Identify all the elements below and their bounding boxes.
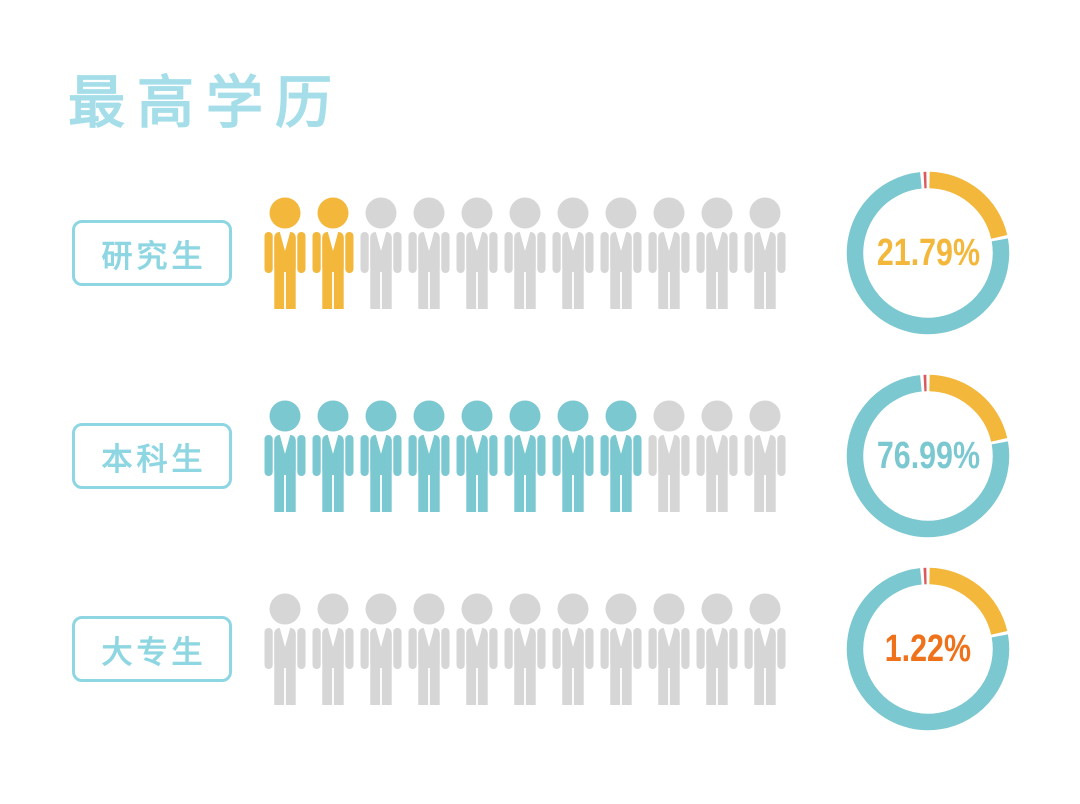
person-icon: [647, 197, 691, 309]
person-icon: [455, 400, 499, 512]
person-icon: [695, 197, 739, 309]
person-icon: [551, 197, 595, 309]
person-icon: [311, 197, 355, 309]
category-label-box: 大专生: [72, 616, 232, 682]
percentage-text: 21.79%: [876, 231, 980, 274]
person-icon: [455, 197, 499, 309]
person-icon: [503, 197, 547, 309]
pictogram-unit-chart: [263, 197, 787, 309]
person-icon: [695, 593, 739, 705]
person-icon: [647, 400, 691, 512]
person-icon: [743, 400, 787, 512]
pictogram-unit-chart: [263, 593, 787, 705]
donut-chart: 21.79%: [846, 171, 1010, 335]
person-icon: [455, 593, 499, 705]
person-icon: [551, 400, 595, 512]
person-icon: [503, 400, 547, 512]
person-icon: [359, 197, 403, 309]
donut-chart: 76.99%: [846, 374, 1010, 538]
education-row-2: 大专生 1.22%: [0, 567, 1080, 731]
person-icon: [743, 197, 787, 309]
percentage-value: 76.99%: [846, 374, 1010, 538]
person-icon: [599, 593, 643, 705]
person-icon: [599, 197, 643, 309]
category-label: 大专生: [101, 634, 207, 670]
page-title: 最高学历: [68, 71, 344, 135]
person-icon: [695, 400, 739, 512]
person-icon: [311, 400, 355, 512]
person-icon: [407, 197, 451, 309]
person-icon: [263, 197, 307, 309]
person-icon: [647, 593, 691, 705]
donut-chart: 1.22%: [846, 567, 1010, 731]
person-icon: [263, 400, 307, 512]
person-icon: [359, 400, 403, 512]
person-icon: [743, 593, 787, 705]
person-icon: [263, 593, 307, 705]
percentage-value: 21.79%: [846, 171, 1010, 335]
category-label-box: 研究生: [72, 220, 232, 286]
percentage-value: 1.22%: [846, 567, 1010, 731]
percentage-text: 76.99%: [876, 434, 980, 477]
person-icon: [551, 593, 595, 705]
category-label: 本科生: [101, 441, 207, 477]
category-label-box: 本科生: [72, 423, 232, 489]
person-icon: [407, 400, 451, 512]
percentage-text: 1.22%: [884, 627, 972, 670]
education-row-1: 本科生 76.99%: [0, 374, 1080, 538]
education-row-0: 研究生 21.79%: [0, 171, 1080, 335]
donut-ring: [846, 374, 1010, 538]
donut-ring: [846, 567, 1010, 731]
person-icon: [311, 593, 355, 705]
pictogram-unit-chart: [263, 400, 787, 512]
person-icon: [359, 593, 403, 705]
donut-ring: [846, 171, 1010, 335]
person-icon: [503, 593, 547, 705]
person-icon: [599, 400, 643, 512]
person-icon: [407, 593, 451, 705]
category-label: 研究生: [101, 238, 207, 274]
